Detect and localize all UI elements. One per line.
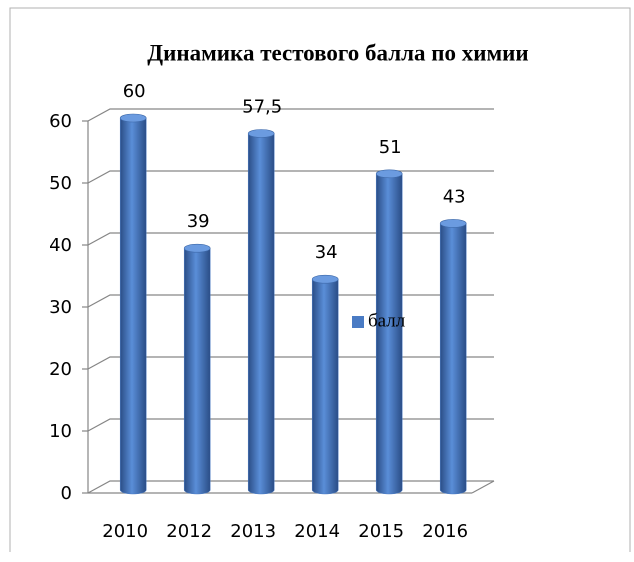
bar — [311, 278, 339, 495]
x-tick-label: 2010 — [102, 521, 148, 542]
bar-top — [439, 219, 467, 228]
grid-line — [87, 480, 494, 494]
x-tick-label: 2014 — [294, 521, 340, 542]
chart-border — [9, 7, 631, 552]
grid-line — [87, 418, 494, 432]
y-tick-label: 30 — [49, 297, 72, 318]
data-label: 60 — [123, 81, 146, 102]
y-tick-label: 20 — [49, 359, 72, 380]
y-tick-label: 0 — [61, 483, 72, 504]
chart-title: Динамика тестового балла по химии — [147, 40, 528, 65]
bar-top — [247, 129, 275, 138]
bar — [375, 173, 403, 495]
bar — [439, 223, 467, 495]
grid-line — [87, 356, 494, 370]
bar — [183, 247, 211, 495]
grid-line — [87, 108, 494, 122]
bar — [247, 133, 275, 495]
y-tick-label: 50 — [49, 173, 72, 194]
y-tick-label: 60 — [49, 111, 72, 132]
x-tick-label: 2015 — [358, 521, 404, 542]
bar-top — [311, 274, 339, 284]
axis-line — [471, 480, 495, 494]
legend-swatch — [352, 316, 364, 328]
grid-line — [87, 294, 494, 308]
bar — [119, 117, 147, 495]
grid-line — [87, 170, 494, 184]
bar-top — [375, 169, 403, 179]
x-tick-label: 2013 — [230, 521, 276, 542]
legend-label: балл — [368, 310, 406, 331]
data-label: 51 — [379, 137, 402, 158]
x-tick-label: 2012 — [166, 521, 212, 542]
y-tick-label: 10 — [49, 421, 72, 442]
grid-line — [87, 232, 494, 246]
bar-top — [119, 113, 147, 123]
x-tick-label: 2016 — [422, 521, 468, 542]
data-label: 39 — [187, 211, 210, 232]
data-label: 43 — [443, 186, 466, 207]
y-tick-label: 40 — [49, 235, 72, 256]
data-label: 34 — [315, 242, 338, 263]
bar-top — [183, 243, 211, 253]
data-label: 57,5 — [242, 97, 282, 118]
